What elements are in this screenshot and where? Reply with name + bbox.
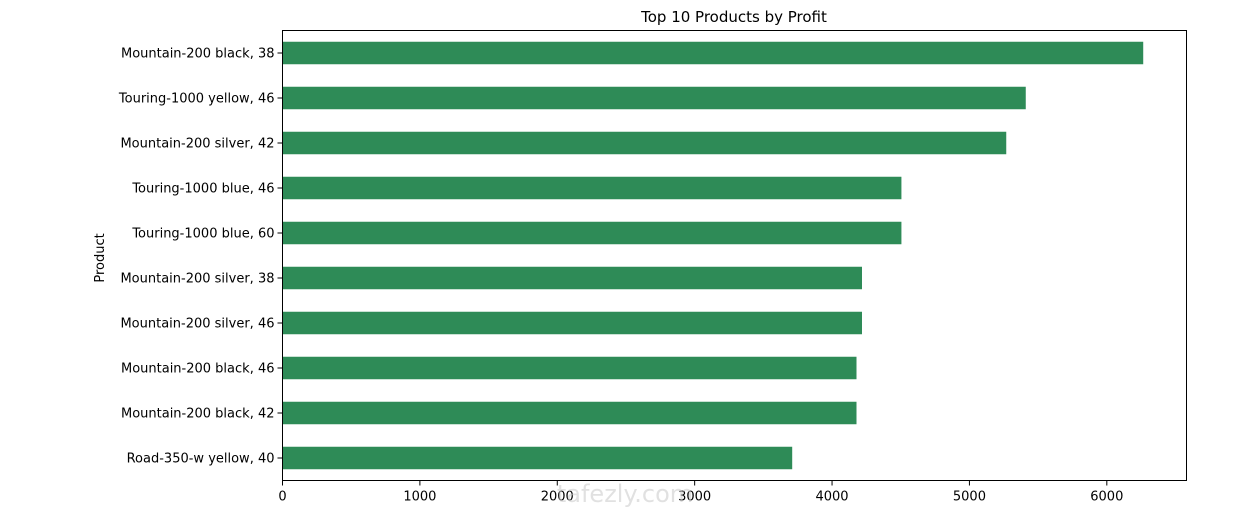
- y-tick-label: Road-350-w yellow, 40: [127, 452, 275, 467]
- bars-group: [282, 41, 1144, 470]
- bar: [282, 401, 857, 425]
- bar: [282, 86, 1026, 110]
- bar: [282, 221, 902, 245]
- bar: [282, 446, 793, 470]
- x-tick-label: 1000: [403, 490, 436, 505]
- y-axis-label: Product: [93, 233, 108, 282]
- x-tick-label: 5000: [953, 490, 986, 505]
- watermark: tafezly.com: [557, 480, 693, 508]
- y-tick-label: Mountain-200 black, 46: [121, 362, 275, 377]
- chart-title: Top 10 Products by Profit: [640, 8, 827, 26]
- y-tick-label: Mountain-200 black, 42: [121, 407, 275, 422]
- y-tick-label: Mountain-200 silver, 46: [120, 317, 274, 332]
- plot-frame: [282, 30, 1187, 481]
- bar: [282, 356, 857, 380]
- y-tick-label: Touring-1000 blue, 46: [131, 182, 274, 197]
- y-tick-label: Mountain-200 black, 38: [121, 47, 275, 62]
- x-tick-label: 4000: [815, 490, 848, 505]
- y-tick-label: Mountain-200 silver, 42: [120, 137, 274, 152]
- y-tick-label: Touring-1000 blue, 60: [131, 227, 274, 242]
- bar: [282, 266, 862, 290]
- x-tick-label: 3000: [678, 490, 711, 505]
- bar: [282, 41, 1144, 65]
- bar: [282, 131, 1007, 155]
- x-tick-label: 6000: [1090, 490, 1123, 505]
- y-tick-label: Mountain-200 silver, 38: [120, 272, 274, 287]
- x-tick-label: 2000: [541, 490, 574, 505]
- x-axis-ticks: 0 1000 2000 3000 4000 5000 6000: [278, 480, 1123, 505]
- x-tick-label: 0: [278, 490, 286, 505]
- bar: [282, 176, 902, 200]
- y-tick-label: Touring-1000 yellow, 46: [118, 92, 275, 107]
- bar: [282, 311, 862, 335]
- y-axis-ticks: Mountain-200 black, 38 Touring-1000 yello…: [118, 47, 283, 467]
